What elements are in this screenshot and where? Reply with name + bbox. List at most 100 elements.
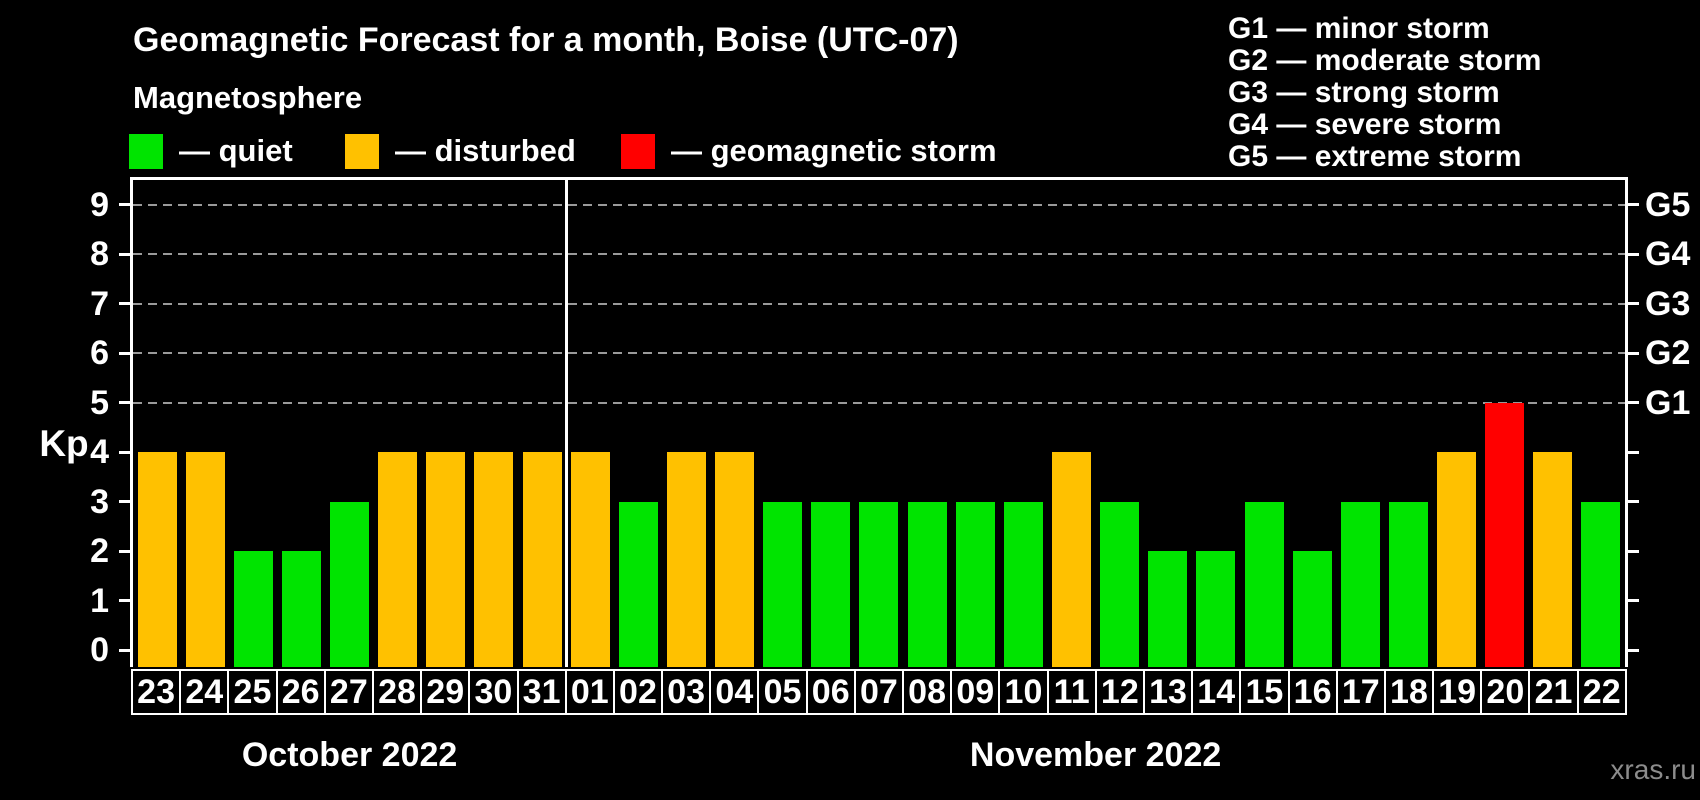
kp-bar-day-31 <box>522 452 562 667</box>
y-axis-tick-label: 9 <box>90 185 109 224</box>
y-axis-tick-label: 4 <box>90 433 109 471</box>
day-label-19: 19 <box>1434 671 1483 713</box>
y-axis-tick-label: 0 <box>90 631 109 669</box>
kp-bar-day-20 <box>1485 402 1525 667</box>
right-axis-tick <box>1628 351 1639 355</box>
kp-bar-day-12 <box>1100 501 1140 667</box>
day-label-18: 18 <box>1386 671 1435 713</box>
gridline <box>133 401 1625 404</box>
plot-border-right <box>1625 177 1628 667</box>
kp-bar-day-19 <box>1437 452 1477 667</box>
kp-bar-day-02 <box>618 501 658 667</box>
y-axis-tick <box>119 302 130 305</box>
y-axis-tick <box>119 351 130 355</box>
right-axis-tick <box>1628 252 1639 256</box>
kp-bar-day-13 <box>1148 551 1188 667</box>
page-title: Geomagnetic Forecast for a month, Boise … <box>133 21 959 59</box>
kp-bar-day-11 <box>1052 452 1092 667</box>
storm-label: — geomagnetic storm <box>671 133 997 168</box>
g-scale-legend-item: G4 — severe storm <box>1228 108 1502 141</box>
right-axis-tick <box>1628 450 1639 454</box>
kp-bar-day-18 <box>1388 501 1428 667</box>
day-label-20: 20 <box>1482 671 1531 713</box>
y-axis-tick <box>119 599 130 602</box>
disturbed-swatch <box>345 133 379 169</box>
y-axis-tick-label: 6 <box>90 334 109 372</box>
kp-bar-day-01 <box>570 452 610 667</box>
month-label: November 2022 <box>969 736 1222 774</box>
day-label-16: 16 <box>1290 671 1338 713</box>
g-scale-legend-item: G2 — moderate storm <box>1228 44 1542 77</box>
day-label-29: 29 <box>422 671 471 713</box>
day-label-31: 31 <box>519 671 567 713</box>
y-axis-tick <box>119 401 130 404</box>
kp-bar-day-28 <box>378 452 418 667</box>
day-label-14: 14 <box>1193 671 1242 713</box>
g-scale-legend: G1 — minor storm G2 — moderate storm G3 — … <box>1228 13 1541 173</box>
day-label-03: 03 <box>663 671 712 713</box>
day-label-07: 07 <box>856 671 904 713</box>
right-axis-tick <box>1628 549 1639 553</box>
day-label-02: 02 <box>615 671 664 713</box>
day-label-04: 04 <box>711 671 760 713</box>
y-axis-tick-label: 8 <box>90 235 109 273</box>
day-label-10: 10 <box>1000 671 1049 713</box>
y-axis-tick-label: 3 <box>90 482 109 521</box>
legend-item-disturbed: — disturbed <box>345 133 576 169</box>
g-scale-legend-item: G3 — strong storm <box>1228 76 1500 109</box>
kp-bar-day-03 <box>666 452 706 667</box>
day-label-23: 23 <box>133 671 182 713</box>
kp-bar-day-15 <box>1244 501 1284 667</box>
kp-bar-day-25 <box>233 551 273 667</box>
kp-bar-day-05 <box>763 501 803 667</box>
day-label-27: 27 <box>326 671 374 713</box>
g-axis-label-G3: G3 <box>1645 284 1691 323</box>
g-axis-label-G5: G5 <box>1645 185 1691 224</box>
day-label-28: 28 <box>374 671 423 713</box>
right-axis-tick <box>1628 302 1639 305</box>
day-label-01: 01 <box>567 671 615 713</box>
day-label-24: 24 <box>181 671 230 713</box>
kp-bar-day-21 <box>1533 452 1573 667</box>
disturbed-label: — disturbed <box>395 133 576 168</box>
kp-bar-day-04 <box>715 452 755 667</box>
day-label-08: 08 <box>904 671 953 713</box>
kp-bar-day-17 <box>1340 501 1380 667</box>
kp-bar-day-22 <box>1581 501 1621 667</box>
gridline <box>133 253 1625 255</box>
kp-bar-day-07 <box>859 501 899 667</box>
gridline <box>133 302 1625 305</box>
right-axis-tick <box>1628 599 1639 602</box>
day-label-22: 22 <box>1582 672 1621 711</box>
legend-item-storm: — geomagnetic storm <box>621 133 997 169</box>
g-scale-legend-item: G5 — extreme storm <box>1228 140 1522 173</box>
gridline <box>133 203 1625 206</box>
kp-bar-day-24 <box>185 452 225 667</box>
month-separator <box>564 180 568 667</box>
kp-bar-day-14 <box>1196 551 1236 667</box>
y-axis-tick <box>119 252 130 256</box>
y-axis-tick <box>119 549 130 553</box>
kp-bar-day-26 <box>281 551 321 667</box>
g-axis-label-G2: G2 <box>1645 334 1691 372</box>
y-axis-tick-label: 5 <box>90 383 109 422</box>
right-axis-tick <box>1628 401 1639 404</box>
day-axis: 23 24 25 26 27 28 29 30 31 01 02 03 04 05 06 07 08 09 10 11… <box>131 669 1627 715</box>
day-label-21: 21 <box>1530 671 1579 713</box>
y-axis-tick-label: 7 <box>90 284 109 323</box>
quiet-label: — quiet <box>179 133 293 168</box>
quiet-swatch <box>129 133 163 169</box>
g-axis-label-G1: G1 <box>1645 383 1691 422</box>
magnetosphere-subtitle: Magnetosphere <box>133 80 363 115</box>
legend-item-quiet: — quiet <box>129 133 293 169</box>
right-axis-tick <box>1628 203 1639 206</box>
g-axis-label-G4: G4 <box>1645 235 1691 273</box>
gridline <box>133 352 1625 354</box>
day-label-15: 15 <box>1241 671 1290 713</box>
y-axis-tick <box>119 500 130 503</box>
day-label-11: 11 <box>1049 671 1097 713</box>
kp-bar-day-16 <box>1292 551 1332 667</box>
kp-bar-day-27 <box>330 501 370 667</box>
plot-border-top <box>130 177 1628 180</box>
